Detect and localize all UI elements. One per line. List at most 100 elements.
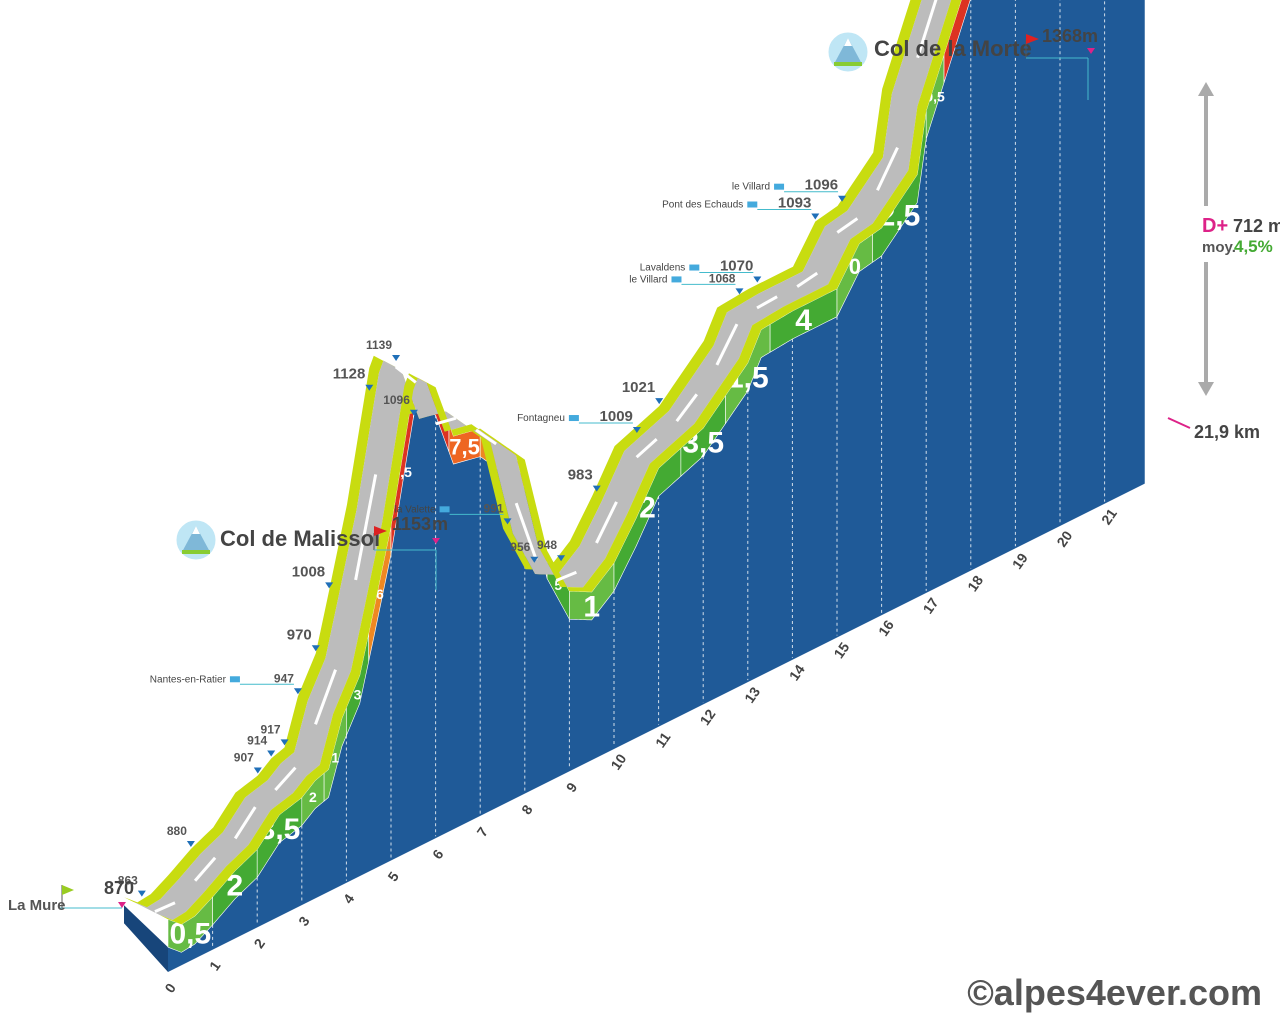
village-icon [671, 276, 682, 283]
village-icon [229, 676, 240, 683]
km-tick-label: 16 [875, 617, 897, 639]
km-tick-label: 8 [518, 802, 536, 818]
road-center-line [435, 416, 457, 426]
altitude-marker [137, 890, 146, 897]
start-label: La Mure [8, 897, 66, 914]
village-icon [568, 415, 579, 422]
altitude-marker [253, 767, 262, 774]
altitude-label: 1070 [720, 258, 753, 275]
altitude-marker [530, 556, 539, 563]
km-tick-label: 5 [384, 868, 402, 884]
place-label: Nantes-en-Ratier [150, 674, 227, 685]
road-center-line [514, 502, 538, 561]
place-label: la Valette [395, 504, 436, 515]
road-center-line [916, 0, 938, 59]
altitude-label: 1139 [366, 338, 392, 352]
altitude-label: 1128 [333, 366, 366, 383]
altitude-label: 1068 [709, 271, 736, 285]
place-label: le Villard [732, 182, 770, 193]
grade-label: 1 [331, 750, 339, 766]
altitude-label: 1008 [292, 563, 325, 580]
summit-altitude: 1153 [392, 514, 431, 534]
start-altitude: 870 [104, 878, 134, 898]
altitude-label: 907 [234, 751, 254, 765]
km-tick-label: 4 [340, 891, 358, 907]
road-center-line [354, 474, 378, 581]
gain-value: 712 m [1233, 216, 1280, 236]
summit-name: Col de la Morte [874, 36, 1032, 61]
altitude-marker [293, 688, 302, 695]
road-center-line [595, 501, 618, 544]
grade-label: 3 [354, 687, 362, 703]
summit-name: Col de Malissol [220, 526, 380, 551]
altitude-label: 947 [274, 671, 294, 685]
road-center-line [314, 669, 337, 725]
altitude-marker [325, 582, 334, 589]
road-center-line [555, 570, 577, 582]
road-surface [133, 0, 952, 920]
km-tick-label: 12 [697, 706, 719, 728]
place-label: Fontagneu [517, 413, 565, 424]
altitude-label: 970 [287, 626, 312, 643]
summit-altitude: 1368 [1042, 26, 1082, 46]
km-tick-label: 1 [206, 958, 224, 974]
grade-label: 2 [227, 869, 244, 902]
grade-label: 0 [849, 254, 861, 279]
flag-icon [1026, 34, 1039, 44]
altitude-label: 914 [247, 733, 267, 747]
altitude-label: 917 [261, 722, 281, 736]
grade-segment [943, 0, 971, 83]
altitude-marker [655, 398, 664, 405]
village-icon [774, 183, 785, 190]
km-tick-label: 0 [161, 980, 179, 996]
km-tick-label: 14 [786, 661, 808, 683]
altitude-marker [753, 276, 762, 283]
total-distance: 21,9 km [1167, 417, 1260, 442]
profile-end-cap [124, 905, 168, 972]
altitude-label: 1096 [805, 177, 838, 194]
avg-label: moy. [1202, 239, 1236, 256]
gain-label: D+ [1202, 215, 1228, 237]
altitude-marker [409, 409, 418, 416]
road-center-line [274, 766, 297, 791]
km-tick-label: 17 [920, 595, 942, 617]
altitude-marker [592, 485, 601, 492]
total-distance-label: 21,9 km [1194, 422, 1260, 442]
altitude-marker [280, 739, 289, 746]
village-icon [689, 264, 700, 271]
altitude-marker [811, 213, 820, 220]
profile-wall [168, 0, 1145, 972]
altitude-label: 1093 [778, 195, 811, 212]
road-center-line [715, 323, 739, 366]
summit-unit: m [1082, 26, 1098, 46]
altitude-marker [365, 384, 374, 391]
road-center-line [154, 901, 176, 914]
start-arrow-icon [118, 902, 126, 908]
altitude-label: 983 [568, 467, 593, 484]
road-center-line [876, 147, 899, 191]
road-center-line [233, 806, 257, 840]
altitude-label: 1096 [383, 393, 410, 407]
road-center-line [796, 271, 819, 288]
summit-col-de-la-morte: Col de la Morte 1368 m [825, 26, 1098, 100]
grade-label: 2 [309, 789, 317, 805]
altitude-label: 948 [537, 538, 557, 552]
altitude-marker [632, 427, 641, 434]
km-tick-label: 21 [1098, 505, 1120, 527]
altitude-label: 1021 [622, 379, 655, 396]
village-icon [747, 201, 758, 208]
arrow-down-icon [1198, 382, 1214, 396]
place-label: Pont des Echauds [662, 200, 743, 211]
km-tick-label: 2 [251, 935, 269, 951]
altitude-label: 880 [167, 824, 187, 838]
road-center-line [193, 856, 217, 882]
watermark: ©alpes4ever.com [967, 972, 1262, 1013]
road-center-line [394, 365, 417, 384]
elevation-gain-panel: D+ 712 m moy. 4,5% [1196, 82, 1280, 396]
summit-unit: m [432, 514, 448, 534]
km-tick-label: 3 [295, 913, 313, 929]
grade-label: 5 [554, 577, 562, 593]
km-tick-label: 15 [830, 639, 852, 661]
km-tick-label: 20 [1053, 528, 1075, 550]
